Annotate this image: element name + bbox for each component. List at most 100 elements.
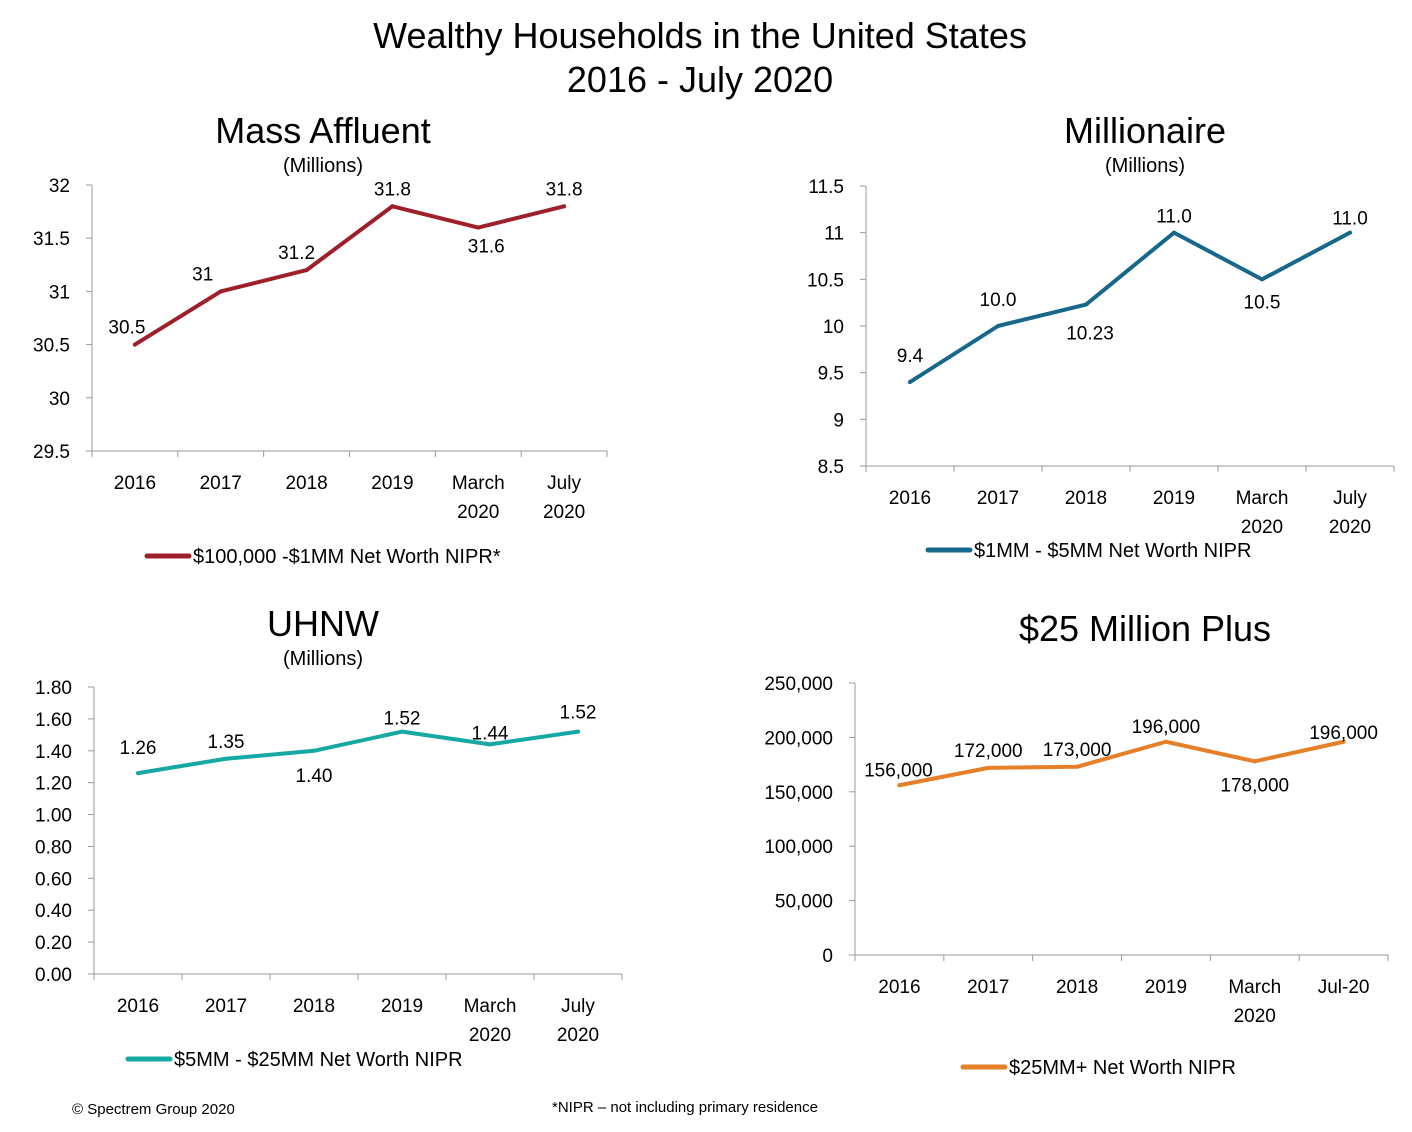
y-tick-label: 11 [824, 224, 844, 245]
data-label: 31 [192, 264, 213, 285]
y-tick-label: 0.20 [35, 933, 72, 954]
data-label: 31.8 [546, 179, 583, 200]
y-tick-label: 1.80 [35, 678, 72, 699]
data-label: 1.52 [384, 709, 421, 730]
legend-label: $25MM+ Net Worth NIPR [1009, 1057, 1236, 1079]
data-label: 11.0 [1156, 207, 1192, 228]
data-label: 1.26 [120, 738, 157, 759]
chart-subtitle: (Millions) [283, 648, 363, 670]
data-label: 10.5 [1244, 292, 1281, 313]
y-tick-label: 1.40 [35, 742, 72, 763]
data-point [1341, 739, 1346, 744]
data-point [304, 268, 309, 273]
data-point [986, 765, 991, 770]
data-label: 9.4 [897, 346, 924, 367]
footnote: *NIPR – not including primary residence [552, 1099, 818, 1116]
y-tick-label: 11.5 [808, 177, 844, 198]
y-tick-label: 30.5 [33, 336, 70, 357]
data-point [136, 771, 140, 776]
data-label: 1.40 [296, 766, 333, 787]
y-tick-label: 150,000 [764, 783, 833, 804]
chart-subtitle: (Millions) [1105, 155, 1185, 177]
copyright-note: © Spectrem Group 2020 [72, 1101, 235, 1118]
x-tick-label: Jul-20 [1318, 977, 1370, 998]
data-label: 172,000 [954, 741, 1023, 762]
data-point [488, 742, 492, 747]
main-title: Wealthy Households in the United States … [0, 14, 1400, 102]
data-label: 31.6 [468, 237, 505, 258]
main-title-line-1: Wealthy Households in the United States [373, 15, 1027, 56]
main-title-line-2: 2016 - July 2020 [566, 59, 834, 100]
chart-subtitle: (Millions) [283, 155, 363, 177]
y-tick-label: 0.80 [35, 837, 72, 858]
y-tick-label: 100,000 [764, 837, 833, 858]
data-point [576, 729, 580, 734]
data-label: 196,000 [1132, 717, 1201, 738]
x-tick-label: March 2020 [1236, 488, 1289, 538]
y-tick-label: 1.60 [35, 710, 72, 731]
data-label: 11.0 [1332, 209, 1368, 230]
data-point [312, 748, 316, 753]
x-tick-label: 2018 [285, 473, 327, 494]
y-tick-label: 250,000 [764, 674, 833, 695]
data-point [218, 289, 223, 294]
data-point [132, 342, 137, 347]
y-tick-label: 0.60 [35, 869, 72, 890]
series-line [897, 739, 1346, 788]
y-tick-label: 0.00 [35, 965, 72, 986]
data-point [1163, 739, 1168, 744]
y-tick-label: 9.5 [818, 364, 844, 385]
y-tick-label: 10 [823, 317, 844, 338]
x-tick-label: March 2020 [452, 473, 505, 523]
y-tick-label: 29.5 [33, 442, 70, 463]
chart-title: Millionaire [1064, 110, 1226, 151]
y-tick-label: 31.5 [33, 229, 70, 250]
y-tick-label: 0 [822, 946, 833, 967]
data-point [400, 729, 404, 734]
data-point [1252, 759, 1257, 764]
chart-title: Mass Affluent [215, 110, 430, 151]
x-tick-label: March 2020 [464, 996, 517, 1046]
y-tick-label: 1.20 [35, 774, 72, 795]
x-tick-label: 2018 [1065, 488, 1107, 509]
data-point [1260, 277, 1264, 282]
chart-panel-3: UHNW (Millions) 0.00 0.20 0.40 0.60 0.80 1.00 1.… [35, 603, 623, 1071]
y-tick-label: 10.5 [807, 270, 844, 291]
data-point [1075, 764, 1080, 769]
data-label: 156,000 [864, 760, 933, 781]
chart-panel-1: Mass Affluent (Millions) 29.5 30 30.5 31 31.5 3… [33, 110, 608, 568]
x-tick-label: 2017 [977, 488, 1019, 509]
x-tick-label: 2016 [878, 977, 920, 998]
x-tick-label: 2019 [1145, 977, 1187, 998]
data-point [390, 204, 395, 209]
data-point [908, 380, 912, 384]
y-tick-label: 30 [49, 389, 70, 410]
data-point [897, 783, 902, 788]
data-point [1348, 230, 1352, 235]
data-label: 30.5 [108, 318, 145, 339]
x-tick-label: July 2020 [543, 473, 585, 523]
x-tick-label: 2018 [293, 996, 335, 1017]
data-label: 10.0 [980, 290, 1017, 311]
data-label: 1.35 [208, 732, 245, 753]
data-label: 31.8 [374, 179, 411, 200]
series-line [136, 729, 580, 776]
series-line [132, 204, 567, 347]
data-point [996, 324, 1000, 328]
data-point [1172, 230, 1176, 235]
series-line [908, 230, 1352, 384]
data-label: 173,000 [1043, 740, 1112, 761]
x-tick-label: 2017 [967, 977, 1009, 998]
x-tick-label: 2016 [114, 473, 156, 494]
x-tick-label: 2017 [200, 473, 242, 494]
x-tick-label: 2018 [1056, 977, 1098, 998]
x-tick-label: 2019 [1153, 488, 1195, 509]
x-tick-label: July 2020 [1329, 488, 1371, 538]
x-tick-label: March 2020 [1228, 977, 1281, 1027]
x-tick-label: 2016 [117, 996, 159, 1017]
x-tick-label: 2019 [381, 996, 423, 1017]
data-label: 178,000 [1220, 775, 1289, 796]
data-label: 10.23 [1066, 324, 1114, 345]
chart-title: $25 Million Plus [1019, 608, 1271, 649]
